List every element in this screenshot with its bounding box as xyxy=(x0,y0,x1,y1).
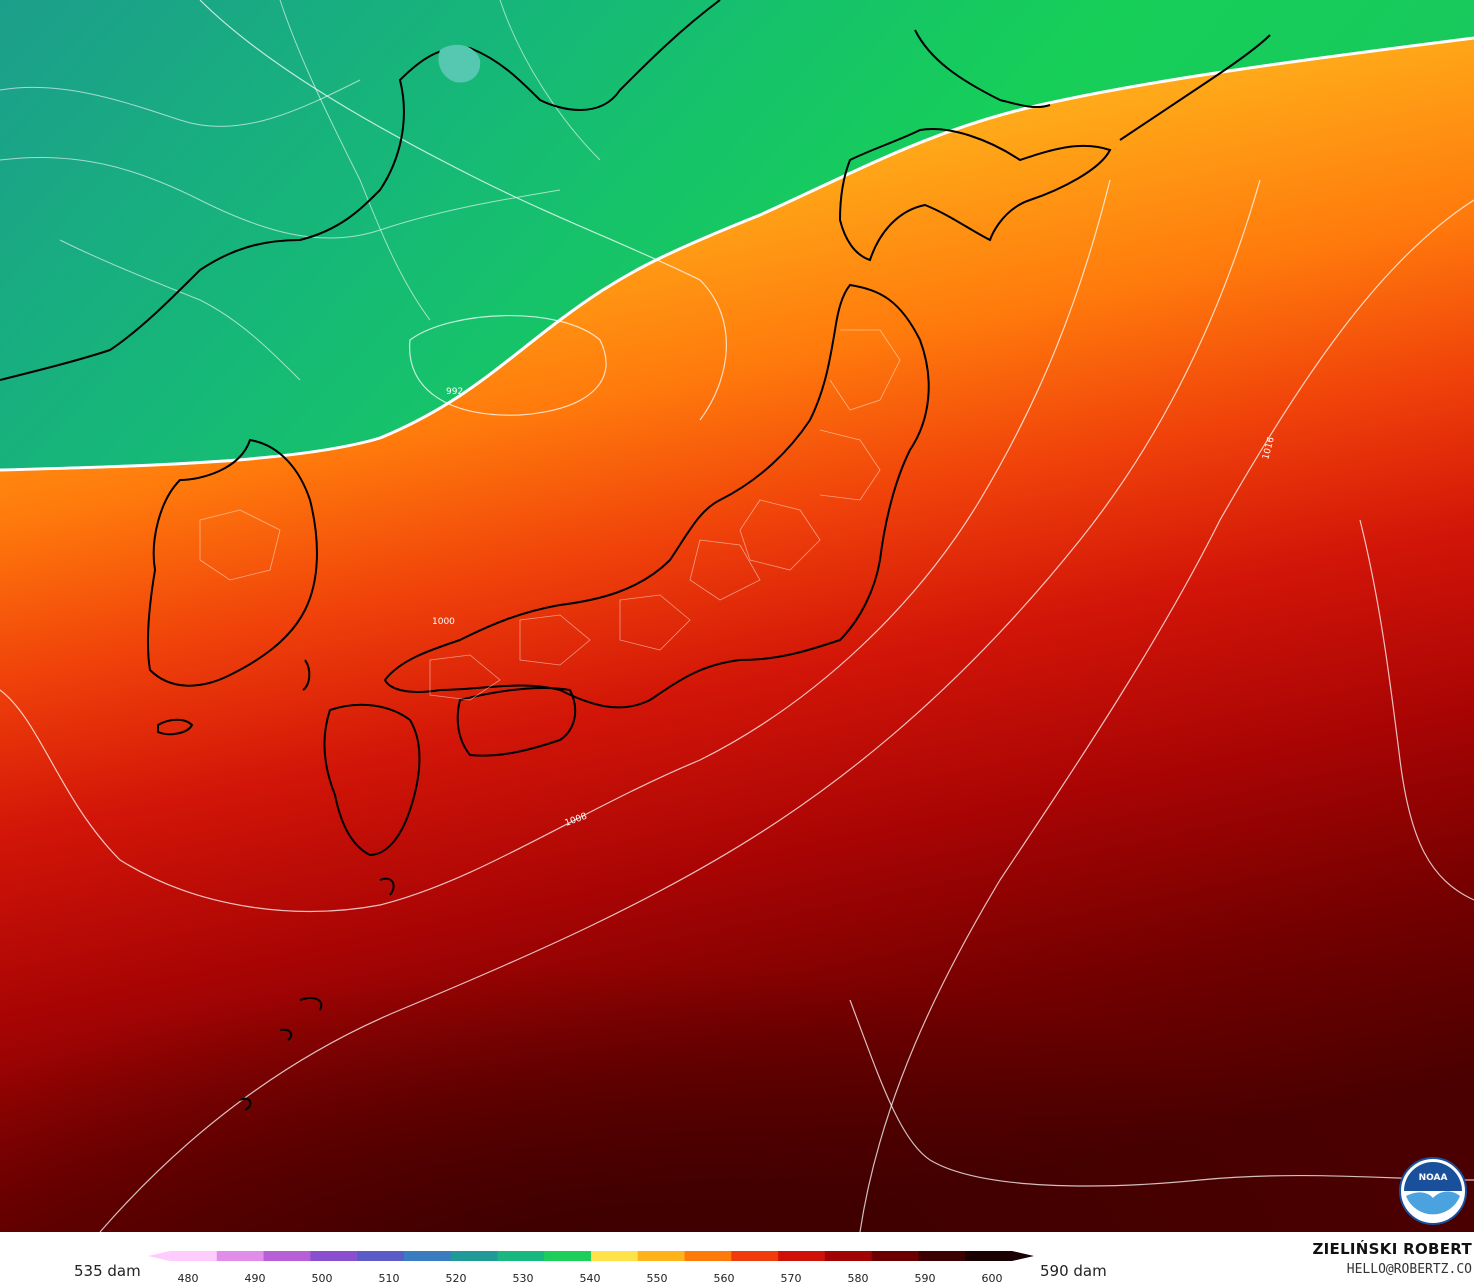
mainland-coast xyxy=(0,0,721,381)
prefecture-borders xyxy=(199,329,901,701)
colorbar-arrow-left xyxy=(148,1251,170,1261)
author-email[interactable]: HELLO@ROBERTZ.CO xyxy=(1346,1262,1472,1277)
colorbar-cell xyxy=(871,1251,919,1261)
noaa-logo: NOAA xyxy=(1399,1157,1467,1225)
colorbar-cell xyxy=(965,1251,1013,1261)
kuril-islands xyxy=(1119,34,1271,141)
colorbar-cell xyxy=(310,1251,358,1261)
colorbar-cell xyxy=(216,1251,265,1261)
colorbar-tick-label: 510 xyxy=(378,1272,400,1285)
cold-region xyxy=(0,0,1474,470)
colorbar-tick-label: 490 xyxy=(244,1272,266,1285)
colorbar-cell xyxy=(450,1251,498,1261)
colorbar-cell xyxy=(824,1251,873,1261)
colorbar-cell xyxy=(591,1251,639,1261)
sakhalin-coast xyxy=(914,29,1051,109)
colorbar-tick-label: 590 xyxy=(914,1272,936,1285)
borders xyxy=(0,0,601,381)
kyushu-coast xyxy=(323,703,421,857)
scale-max-label: 590 dam xyxy=(1040,1262,1107,1280)
svg-text:NOAA: NOAA xyxy=(1419,1173,1448,1183)
isobars xyxy=(0,0,1474,1232)
colorbar xyxy=(148,1251,1034,1261)
legend-footer xyxy=(0,1232,1474,1287)
hokkaido-coast xyxy=(838,128,1112,262)
colorbar-cell xyxy=(778,1251,826,1261)
colorbar-cell xyxy=(263,1251,311,1261)
colorbar-cell xyxy=(357,1251,405,1261)
colorbar-arrow-right xyxy=(1012,1251,1034,1261)
colorbar-cell xyxy=(918,1251,966,1261)
colorbar-tick-label: 520 xyxy=(445,1272,467,1285)
jeju-island xyxy=(157,718,194,736)
ryukyu-islands xyxy=(239,877,395,1111)
lake xyxy=(438,44,481,83)
dark-core xyxy=(0,700,1474,1232)
svg-text:992: 992 xyxy=(446,387,463,397)
colorbar-tick-label: 540 xyxy=(579,1272,601,1285)
colorbar-tick-label: 570 xyxy=(780,1272,802,1285)
colorbar-tick-label: 550 xyxy=(646,1272,668,1285)
colorbar-tick-label: 580 xyxy=(847,1272,869,1285)
svg-text:1000: 1000 xyxy=(432,617,455,627)
colorbar-cell xyxy=(497,1251,545,1261)
colorbar-cell xyxy=(403,1251,452,1261)
korea-coast xyxy=(146,438,318,687)
colorbar-cell xyxy=(170,1251,218,1261)
coastlines xyxy=(0,0,1271,1111)
colorbar-tick-label: 530 xyxy=(512,1272,534,1285)
tsushima xyxy=(302,659,311,691)
jet-boundary-line xyxy=(0,36,1474,472)
colorbar-cell xyxy=(544,1251,592,1261)
colorbar-cell xyxy=(684,1251,732,1261)
colorbar-tick-label: 560 xyxy=(713,1272,735,1285)
geopotential-height-map: 1000 1008 1016 992 xyxy=(0,0,1474,1232)
colorbar-cell xyxy=(731,1251,779,1261)
shikoku-coast xyxy=(456,687,577,757)
scale-min-label: 535 dam xyxy=(74,1262,141,1280)
colorbar-tick-label: 500 xyxy=(311,1272,333,1285)
colorbar-tick-label: 480 xyxy=(177,1272,199,1285)
honshu-coast xyxy=(383,283,930,709)
colorbar-cell xyxy=(637,1251,686,1261)
colorbar-tick-label: 600 xyxy=(981,1272,1003,1285)
author-credit: ZIELIŃSKI ROBERT xyxy=(1312,1240,1472,1258)
